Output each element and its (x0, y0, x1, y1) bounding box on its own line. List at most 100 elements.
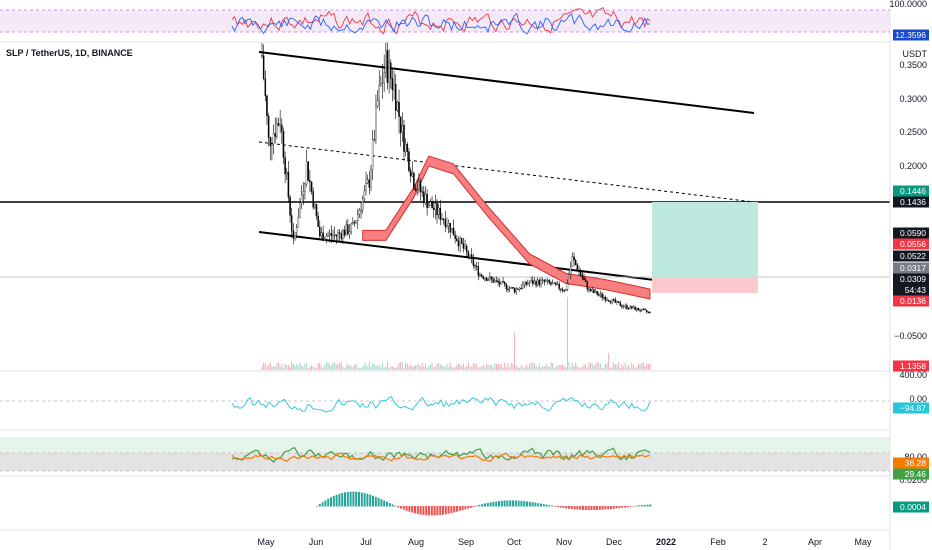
price-tag-bg (893, 295, 929, 307)
volume-bar (287, 365, 289, 370)
volume-bar (537, 367, 539, 370)
volume-bar (613, 362, 615, 370)
candle-body (548, 280, 551, 283)
volume-bar (380, 367, 382, 370)
macd-bar (632, 506, 635, 507)
position-target-zone[interactable] (652, 202, 758, 277)
volume-bar (580, 367, 582, 370)
macd-bar (548, 505, 551, 507)
volume-bar (297, 365, 299, 370)
macd-bar (430, 506, 433, 516)
channel-top-line[interactable] (258, 51, 755, 114)
price-tag: 0.0136 (900, 296, 926, 306)
candle-body (327, 234, 329, 237)
volume-bar (377, 365, 379, 370)
volume-bar (299, 362, 301, 370)
volume-bar (423, 366, 425, 370)
candle-body (299, 202, 301, 218)
candle-body (627, 308, 630, 310)
volume-bar (614, 364, 616, 370)
macd-bar (629, 506, 632, 507)
candle-body (601, 293, 603, 298)
volume-bar (410, 364, 412, 370)
y-tick-label: 0.3000 (899, 94, 927, 104)
macd-bar (615, 506, 618, 509)
volume-bar (413, 366, 415, 370)
cci-line (231, 396, 651, 413)
candle-body (487, 279, 489, 281)
volume-bar (637, 363, 639, 370)
candle-body (533, 280, 536, 284)
candle-body (390, 62, 392, 79)
macd-bar (391, 504, 394, 507)
candle-body (579, 271, 582, 276)
macd-bar (397, 506, 400, 508)
x-tick-label: Sep (458, 537, 474, 547)
volume-bar (623, 366, 625, 370)
volume-bar (585, 364, 587, 370)
candle-body (357, 213, 359, 221)
volume-bar (588, 362, 590, 370)
macd-bar (531, 502, 534, 507)
volume-bar (604, 364, 606, 370)
candle-body (492, 278, 494, 283)
candle-body (452, 227, 455, 236)
time-axis[interactable]: May Jun Jul Aug Sep Oct Nov Dec 2022 Feb 2 Apr May (257, 537, 872, 547)
x-tick-label: Jun (309, 537, 324, 547)
candle-body (363, 190, 366, 199)
volume-bar (505, 367, 507, 370)
price-tag: 54:43 (905, 285, 927, 295)
x-tick-label: Dec (606, 537, 623, 547)
macd-bar (402, 506, 405, 510)
candle-body (607, 299, 610, 302)
volume-bar (624, 362, 626, 370)
macd-bar (383, 500, 386, 507)
volume-bar (324, 364, 326, 370)
candle-body (284, 157, 286, 175)
volume-bar (434, 366, 436, 370)
volume-bar (611, 366, 613, 370)
cci-pane (0, 396, 890, 413)
volume-bar (312, 366, 314, 370)
candle-body (515, 288, 518, 293)
macd-bar (649, 504, 652, 507)
volume-bar (644, 366, 646, 370)
macd-bar (377, 497, 380, 507)
x-tick-label: Nov (556, 537, 573, 547)
candle-body (304, 183, 306, 192)
macd-bar (492, 501, 495, 507)
candle-body (508, 287, 511, 290)
candle-body (442, 218, 445, 220)
volume-bar (586, 367, 588, 370)
volume-bar (388, 367, 390, 370)
price-tag-bg (893, 185, 929, 197)
macd-bar (358, 492, 360, 507)
position-stop-zone[interactable] (652, 277, 758, 293)
channel-mid-line[interactable] (258, 141, 755, 203)
macd-bar (327, 498, 330, 507)
volume-bar (571, 362, 573, 370)
macd-bar (618, 506, 621, 509)
volume-bar (469, 366, 471, 370)
candle-body (436, 203, 438, 216)
y-tick-label: 0.2500 (899, 127, 927, 137)
macd-bar (498, 501, 500, 507)
volume-bar (538, 363, 540, 370)
candle-body (522, 284, 524, 289)
candle-body (624, 305, 626, 307)
candle-body (411, 173, 413, 177)
pane-tick-label: 100.0000 (889, 0, 927, 9)
candle-body (300, 194, 303, 203)
volume-bar (340, 362, 342, 370)
macd-bar (433, 506, 436, 516)
volume-bar (524, 367, 526, 370)
candle-body (310, 181, 313, 192)
candle-body (381, 82, 384, 84)
pane-tick-label: 400.00 (899, 370, 927, 380)
volume-bar (271, 366, 273, 370)
price-axis[interactable]: 0.3500 0.3000 0.2500 0.2000 −0.0500 USDT 100.0… (889, 0, 927, 485)
candle-body (644, 309, 646, 311)
candle-body (297, 217, 300, 228)
macd-bar (596, 506, 598, 510)
